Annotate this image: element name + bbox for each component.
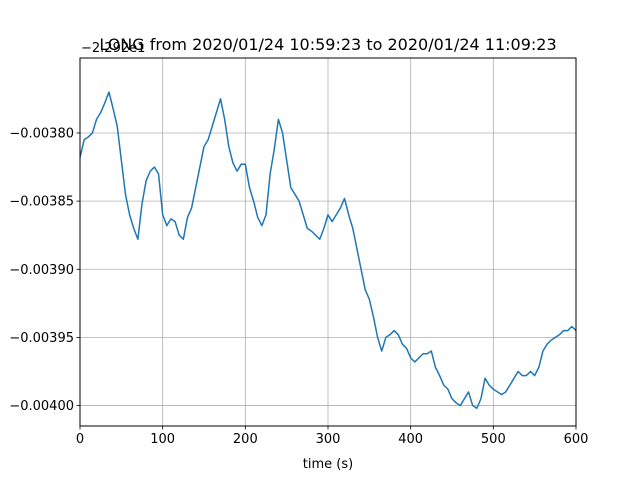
ticks: 0 100 200 300 400 500 600 −0.00400 −0.00395 −0.00… xyxy=(9,126,588,447)
x-tick-label: 500 xyxy=(481,432,506,447)
chart-title: LONG from 2020/01/24 10:59:23 to 2020/01… xyxy=(99,35,556,54)
x-tick-label: 200 xyxy=(233,432,258,447)
x-tick-label: 400 xyxy=(398,432,423,447)
y-tick-label: −0.00400 xyxy=(9,399,74,414)
y-tick-label: −0.00380 xyxy=(9,126,74,141)
y-tick-label: −0.00390 xyxy=(9,263,74,278)
y-tick-label: −0.00385 xyxy=(9,195,74,210)
x-axis-label: time (s) xyxy=(303,457,353,472)
grid xyxy=(79,58,577,426)
series-line xyxy=(79,91,577,410)
y-tick-label: −0.00395 xyxy=(9,331,74,346)
x-tick-label: 0 xyxy=(76,432,84,447)
x-tick-label: 300 xyxy=(316,432,341,447)
series-layer xyxy=(79,91,577,410)
x-tick-label: 100 xyxy=(150,432,175,447)
x-tick-label: 600 xyxy=(564,432,589,447)
y-offset-label: −2.292e1 xyxy=(81,41,145,56)
